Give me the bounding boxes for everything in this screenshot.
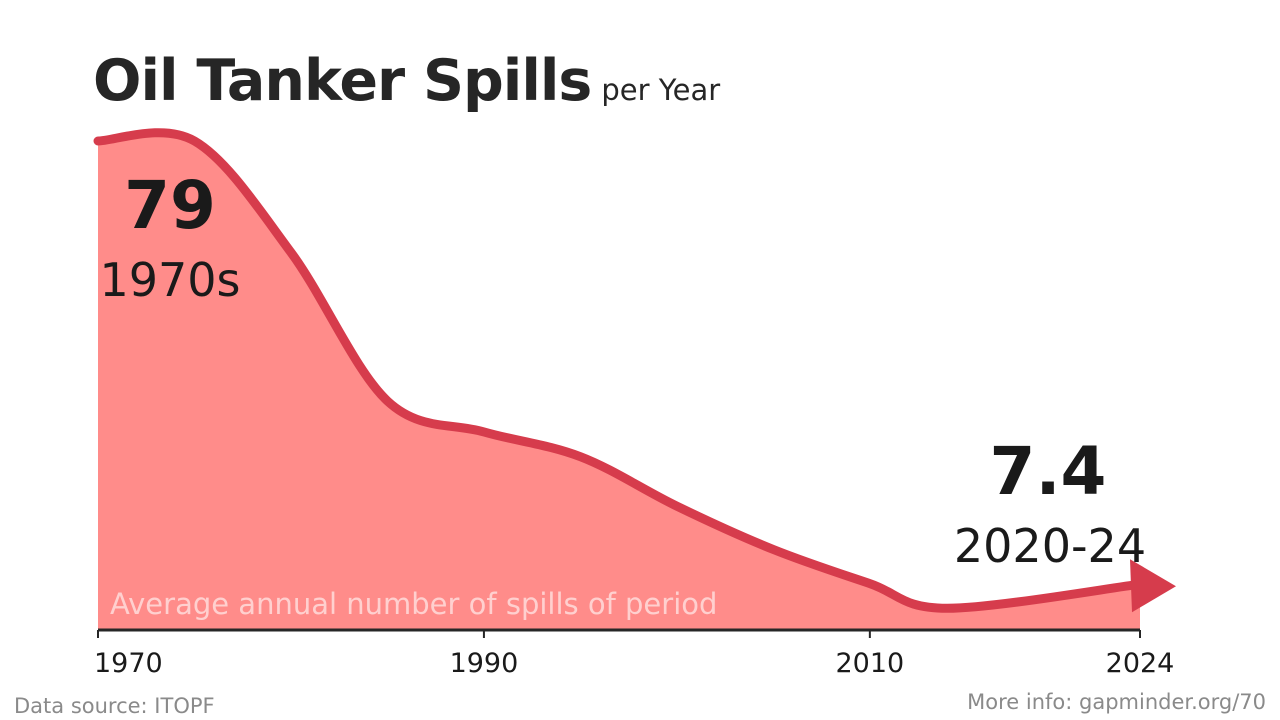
trend-arrow-head [1130,559,1176,613]
x-tick-label-2010: 2010 [835,648,904,679]
x-tick-label-1970: 1970 [94,648,163,679]
chart-title-row: Oil Tanker Spills per Year [93,48,720,114]
trend-line [93,128,1145,613]
chart-title: Oil Tanker Spills [93,48,592,114]
data-source: Data source: ITOPF [14,694,215,718]
chart-subtitle: per Year [601,73,721,107]
more-info-link[interactable]: More info: gapminder.org/70 [967,690,1266,714]
annotation-value-2020-24: 7.4 [990,433,1107,510]
area-note-label: Average annual number of spills of perio… [110,587,717,621]
annotation-label-2020-24: 2020-24 [954,519,1146,573]
x-tick-label-2024: 2024 [1106,648,1175,679]
annotation-label-1970s: 1970s [99,253,240,307]
area-fill [98,132,1140,630]
annotation-value-1970s: 79 [124,167,216,244]
x-tick-label-1990: 1990 [450,648,519,679]
